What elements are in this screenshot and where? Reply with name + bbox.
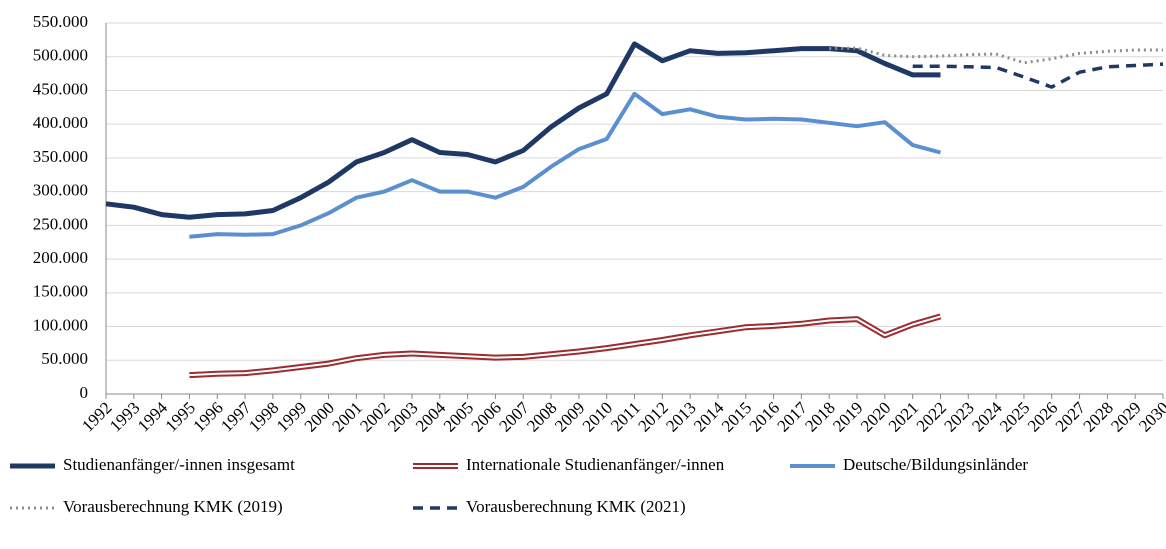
y-tick-label: 100.000: [33, 315, 88, 334]
legend-label: Vorausberechnung KMK (2019): [63, 497, 283, 516]
y-tick-label: 250.000: [33, 214, 88, 233]
series-line-inner: [189, 315, 941, 377]
y-tick-label: 50.000: [41, 349, 88, 368]
series-line: [189, 91, 942, 239]
x-tick-label: 2011: [607, 398, 644, 435]
y-tick-label: 450.000: [33, 79, 88, 98]
y-tick-label: 500.000: [33, 46, 88, 65]
legend-label: Studienanfänger/-innen insgesamt: [63, 455, 295, 474]
y-tick-label: 550.000: [33, 12, 88, 31]
legend-label: Deutsche/Bildungsinländer: [843, 455, 1028, 474]
x-tick-label: 2030: [1135, 398, 1166, 435]
series-line: [912, 62, 1164, 89]
legend-label: Vorausberechnung KMK (2021): [466, 497, 686, 516]
y-tick-label: 200.000: [33, 248, 88, 267]
series-line: [105, 41, 941, 220]
y-tick-label: 350.000: [33, 147, 88, 166]
y-tick-label: 0: [80, 383, 89, 402]
legend-label: Internationale Studienanfänger/-innen: [466, 455, 725, 474]
y-tick-label: 150.000: [33, 282, 88, 301]
y-tick-label: 300.000: [33, 181, 88, 200]
y-tick-label: 400.000: [33, 113, 88, 132]
